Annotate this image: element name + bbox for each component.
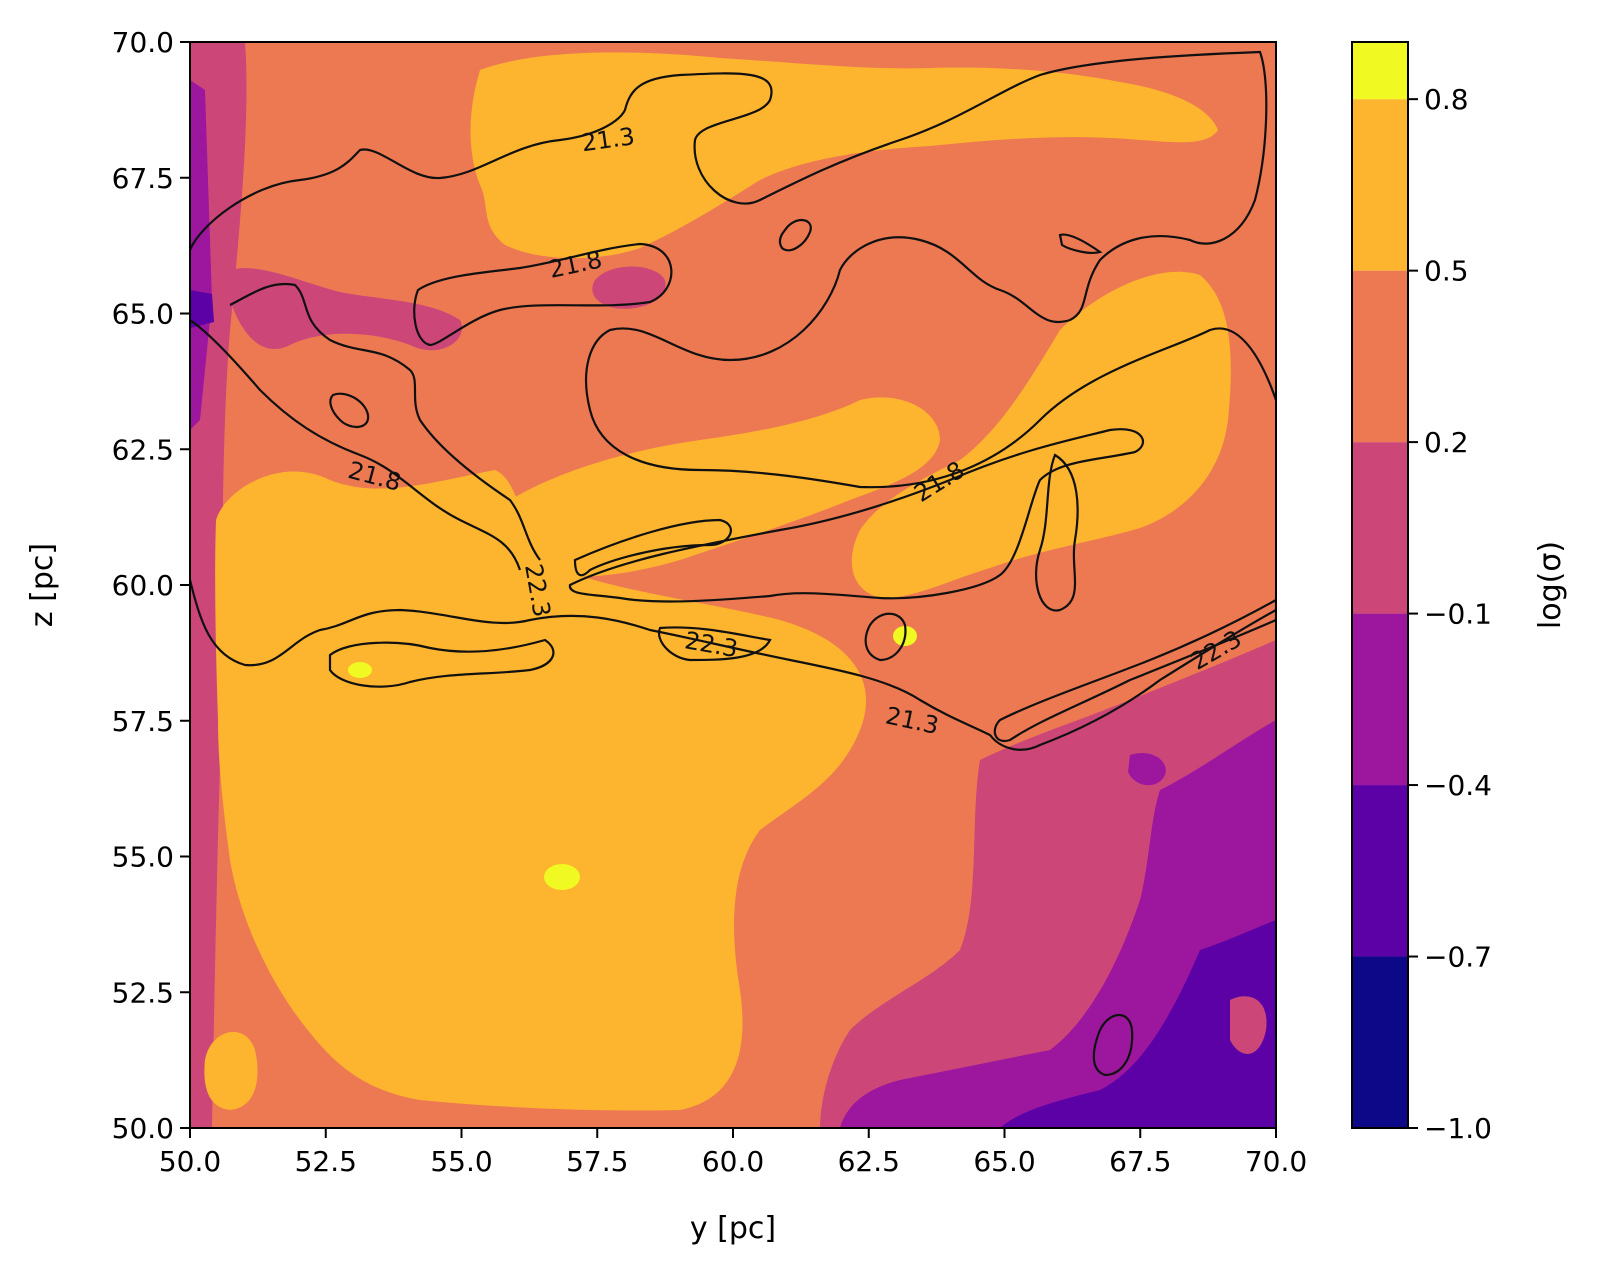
bright-yellow-spot-2 xyxy=(348,662,372,678)
y-tick-label: 67.5 xyxy=(112,162,174,195)
colorbar-tick-label: 0.5 xyxy=(1424,255,1469,288)
y-tick-label: 52.5 xyxy=(112,976,174,1009)
colorbar-swatch xyxy=(1352,442,1408,614)
colorbar-tick-label: −0.1 xyxy=(1424,598,1492,631)
y-axis-title: z [pc] xyxy=(25,543,60,627)
colorbar-tick-label: 0.2 xyxy=(1424,426,1469,459)
y-tick-label: 55.0 xyxy=(112,841,174,874)
deep-purple-region-lower-right xyxy=(1000,920,1276,1128)
colorbar-tick-label: 0.8 xyxy=(1424,83,1469,116)
x-tick-label: 52.5 xyxy=(295,1145,357,1178)
colorbar-tick-label: −0.4 xyxy=(1424,769,1492,802)
contour-21-3-bottom-right-loop xyxy=(1092,1013,1134,1077)
purple-region-left xyxy=(190,80,212,430)
x-axis: 50.0 52.5 55.0 57.5 60.0 62.5 65.0 67.5 70.0 xyxy=(159,1128,1307,1178)
magenta-blob-top xyxy=(592,266,666,309)
contour-22-3-band xyxy=(328,638,555,688)
contour-small-loop-c xyxy=(329,392,370,428)
colorbar-swatch xyxy=(1352,956,1408,1128)
colorbar-tick-label: −0.7 xyxy=(1424,941,1492,974)
contour-21-3-top xyxy=(190,50,1276,489)
contour-21-8-right xyxy=(1035,453,1079,612)
contour-21-8-central-loop xyxy=(568,428,1145,603)
yellow-region-top xyxy=(470,52,1218,259)
y-axis: 50.0 52.5 55.0 57.5 60.0 62.5 65.0 67.5 70.0 xyxy=(112,26,190,1145)
colorbar-title: log(σ) xyxy=(1533,541,1568,629)
y-tick-label: 62.5 xyxy=(112,433,174,466)
colorbar-swatch xyxy=(1352,270,1408,443)
x-tick-label: 65.0 xyxy=(973,1145,1035,1178)
colorbar-tick-label: −1.0 xyxy=(1424,1112,1492,1145)
yellow-region-center xyxy=(503,397,940,577)
bright-yellow-spot xyxy=(544,864,580,890)
colorbar: 0.8 0.5 0.2 −0.1 −0.4 −0.7 −1.0 log(σ) xyxy=(1351,41,1568,1145)
contour-21-3-central-loop xyxy=(573,518,732,577)
magenta-blob-right xyxy=(1230,996,1267,1054)
x-tick-label: 50.0 xyxy=(159,1145,221,1178)
y-tick-label: 60.0 xyxy=(112,569,174,602)
yellow-region-right xyxy=(851,271,1231,599)
colorbar-frame xyxy=(1351,41,1409,1129)
y-tick-label: 70.0 xyxy=(112,26,174,59)
x-tick-label: 70.0 xyxy=(1245,1145,1307,1178)
yellow-region-bottom-left-blob xyxy=(204,1031,258,1110)
x-tick-label: 57.5 xyxy=(566,1145,628,1178)
colorbar-swatch xyxy=(1352,99,1408,271)
colorbar-ticks: 0.8 0.5 0.2 −0.1 −0.4 −0.7 −1.0 xyxy=(1408,83,1492,1145)
plot-area: 21.321.821.822.322.321.821.322.3 xyxy=(189,41,1277,1129)
contour-22-3-right-strand xyxy=(993,598,1276,743)
y-tick-label: 65.0 xyxy=(112,298,174,331)
deep-purple-region-left xyxy=(190,290,214,328)
contour-22-3-blob-a xyxy=(864,612,907,662)
contour-22-3-mid xyxy=(657,626,772,662)
y-tick-label: 50.0 xyxy=(112,1112,174,1145)
colorbar-swatch xyxy=(1352,613,1408,786)
magenta-region-upper-left xyxy=(230,268,462,351)
x-tick-label: 62.5 xyxy=(838,1145,900,1178)
x-tick-label: 67.5 xyxy=(1109,1145,1171,1178)
x-tick-label: 55.0 xyxy=(430,1145,492,1178)
contour-21-8-left xyxy=(190,319,522,571)
colorbar-swatches xyxy=(1352,42,1408,1128)
y-tick-label: 57.5 xyxy=(112,705,174,738)
line-contours xyxy=(190,50,1276,1077)
x-tick-label: 60.0 xyxy=(702,1145,764,1178)
x-axis-title: y [pc] xyxy=(690,1211,776,1246)
contour-21-3-lower xyxy=(190,579,1276,751)
colorbar-swatch xyxy=(1352,42,1408,100)
contour-21-8-mid-band xyxy=(229,282,541,561)
contour-small-loop-a xyxy=(778,219,812,252)
purple-blob-right xyxy=(1128,752,1166,786)
filled-contours xyxy=(190,42,1276,1128)
colorbar-swatch xyxy=(1352,785,1408,957)
contour-small-loop-b xyxy=(1058,233,1103,254)
contour-21-3-upper-loop xyxy=(413,242,673,347)
